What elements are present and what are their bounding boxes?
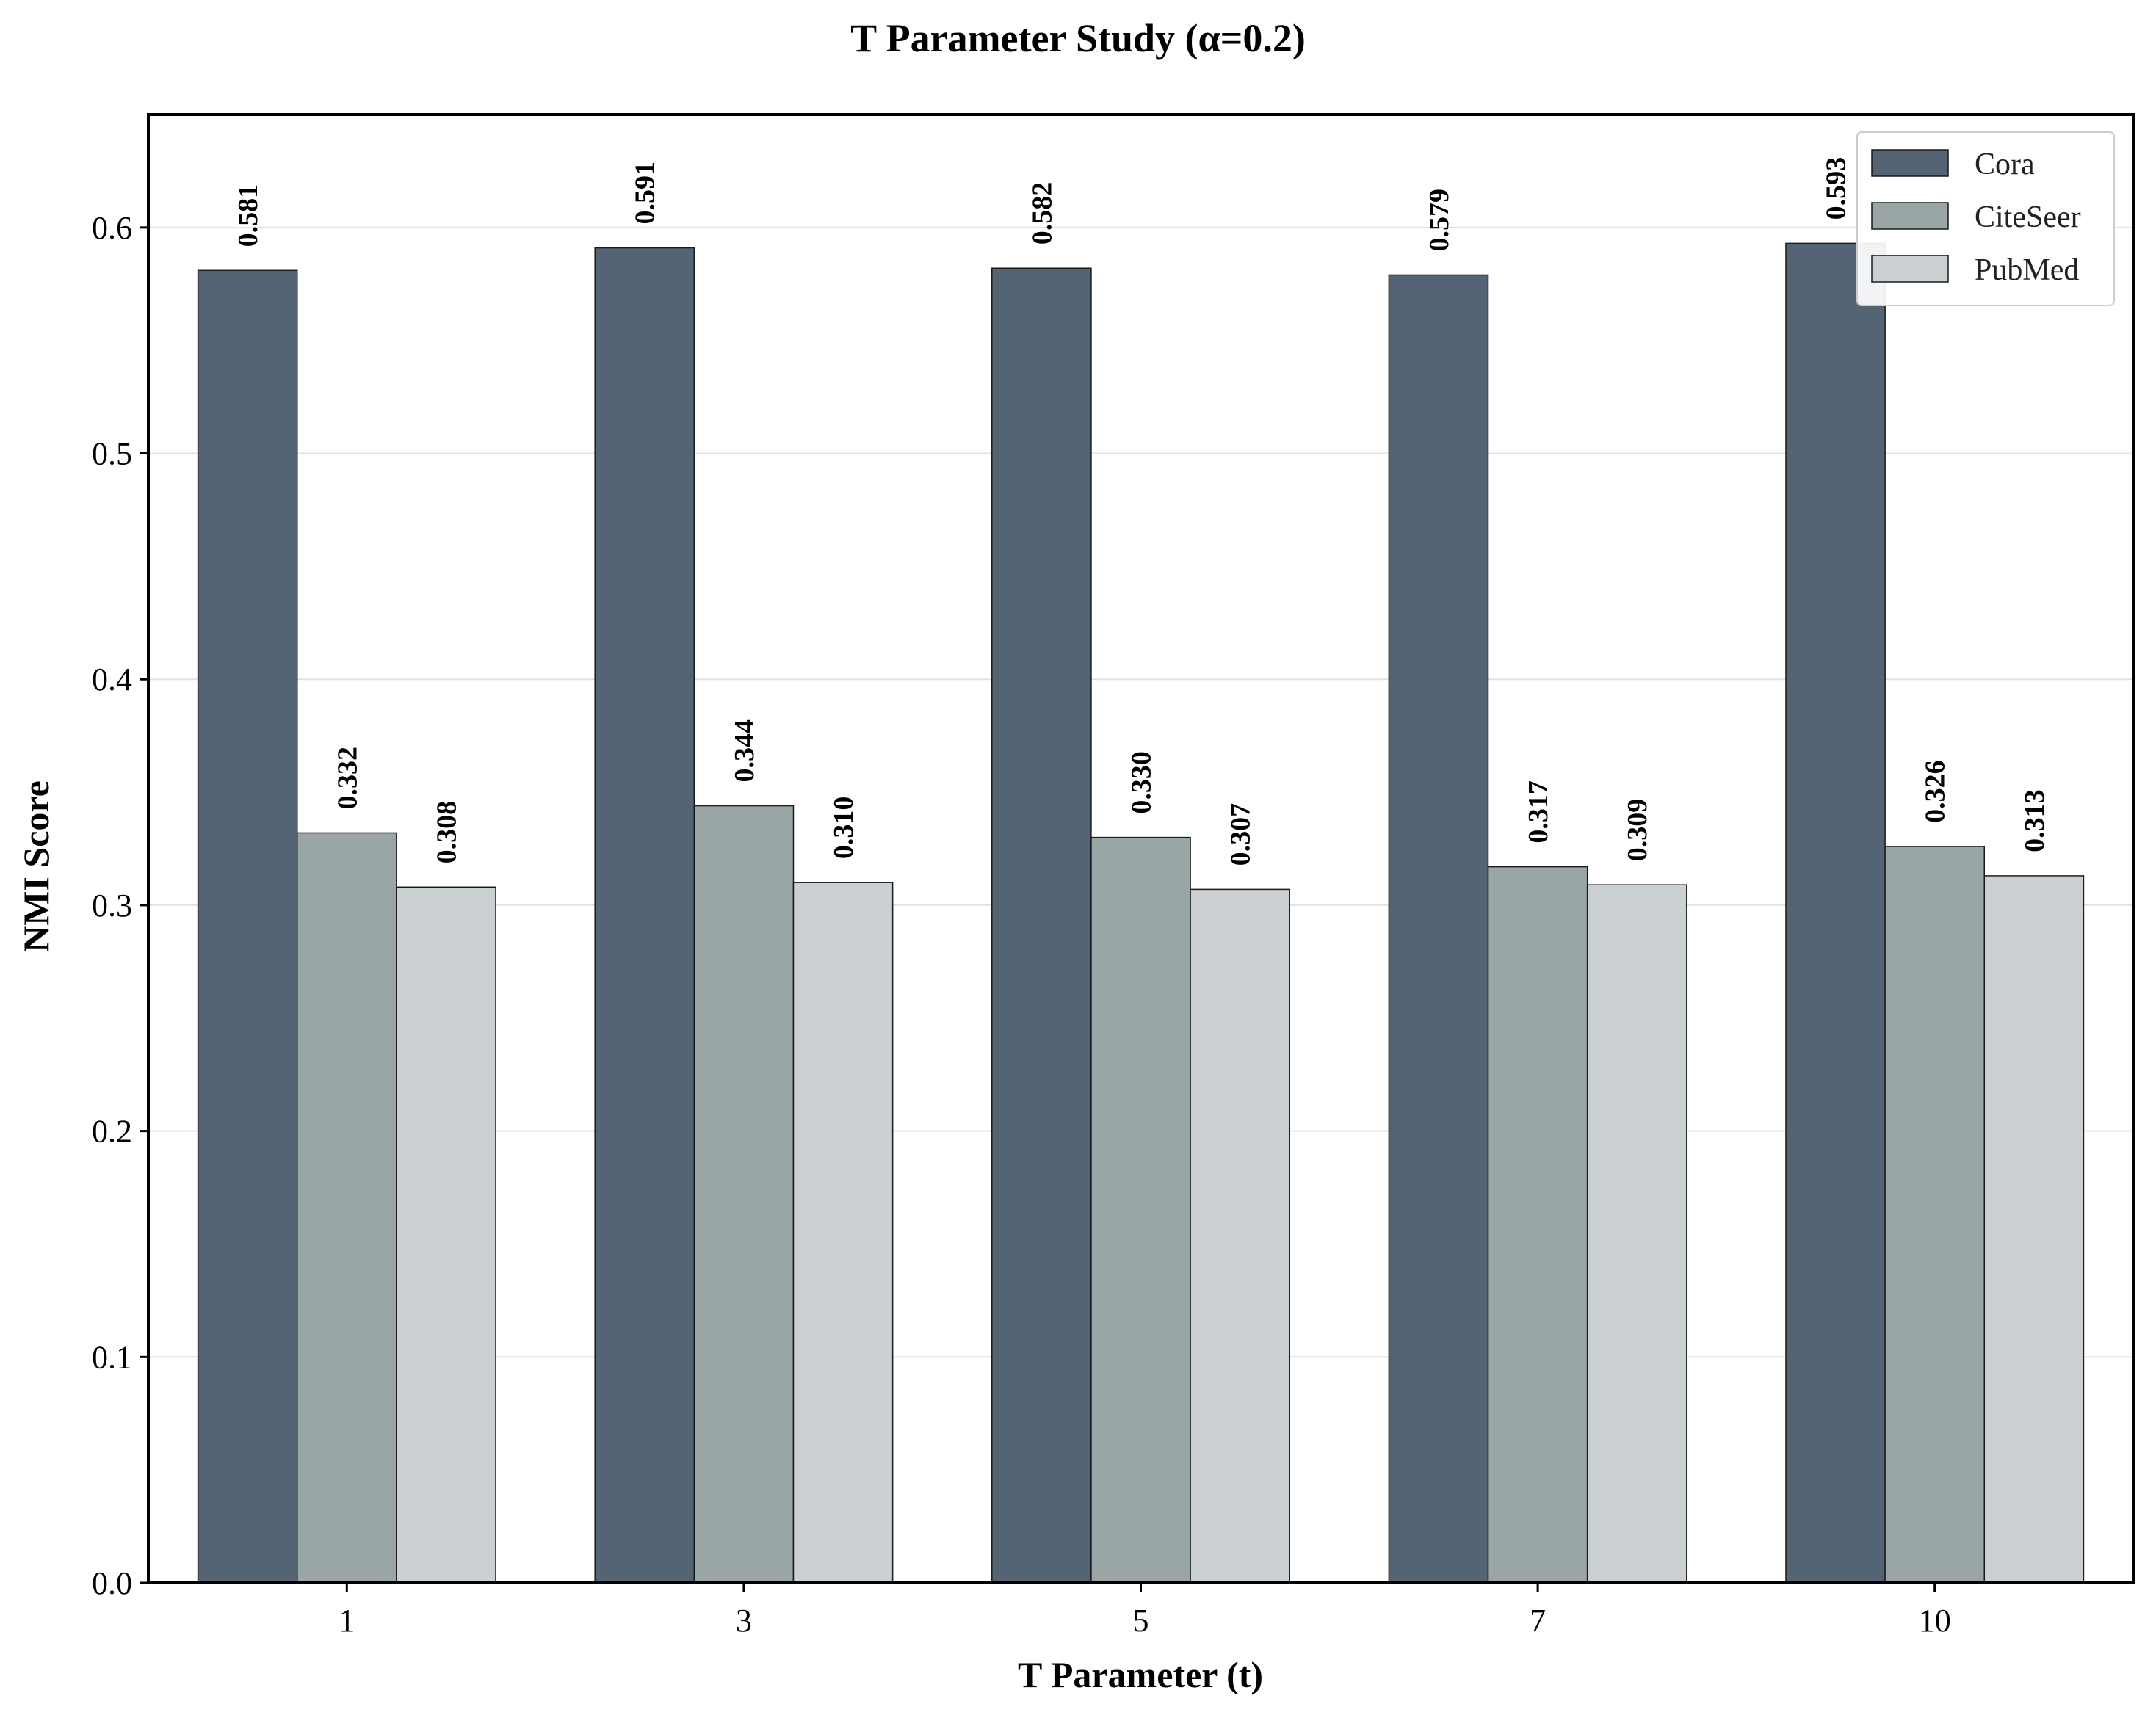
data-label: 0.310	[828, 797, 859, 860]
bar-cora	[991, 267, 1092, 1584]
data-label: 0.308	[431, 801, 462, 864]
bar-cora	[1785, 242, 1886, 1584]
y-tick-label: 0.2	[92, 1114, 132, 1150]
data-label: 0.332	[332, 747, 363, 810]
x-tick-label: 3	[736, 1603, 752, 1639]
y-tick-label: 0.6	[92, 210, 132, 246]
x-tick-label: 5	[1133, 1603, 1149, 1639]
data-label: 0.344	[729, 719, 760, 783]
bar-citeseer	[1884, 846, 1986, 1584]
data-label: 0.581	[233, 184, 264, 247]
legend-label: CiteSeer	[1975, 200, 2081, 234]
data-label: 0.317	[1523, 780, 1554, 844]
bars	[197, 242, 2085, 1584]
data-label: 0.582	[1027, 182, 1057, 245]
bar-citeseer	[1090, 836, 1191, 1584]
y-tick-label: 0.1	[92, 1339, 132, 1375]
y-tick-label: 0.3	[92, 888, 132, 924]
data-label: 0.313	[2019, 789, 2050, 852]
bar-pubmed	[1983, 875, 2085, 1584]
legend-swatch-pubmed	[1871, 255, 1949, 283]
y-tick-label: 0.4	[92, 661, 132, 697]
x-tick-label: 1	[339, 1603, 355, 1639]
x-tick-label: 10	[1919, 1603, 1951, 1639]
bar-pubmed	[1586, 884, 1687, 1584]
data-label: 0.579	[1424, 189, 1455, 252]
bar-cora	[594, 247, 695, 1584]
y-axis: 0.0 0.1 0.2 0.3 0.4 0.5 0.6	[92, 210, 148, 1601]
bar-pubmed	[396, 886, 496, 1584]
legend-swatch-citeseer	[1871, 202, 1949, 230]
bar-citeseer	[296, 832, 397, 1584]
data-label: 0.307	[1226, 803, 1256, 866]
legend-label: PubMed	[1975, 253, 2079, 287]
data-label: 0.591	[630, 162, 661, 225]
x-axis: 1 3 5 7 10	[339, 1583, 1951, 1639]
x-tick-label: 7	[1530, 1603, 1546, 1639]
bar-pubmed	[792, 882, 894, 1584]
data-label: 0.326	[1920, 760, 1951, 823]
bar-citeseer	[693, 805, 795, 1584]
bar-cora	[1388, 274, 1489, 1584]
data-label: 0.330	[1126, 751, 1157, 814]
legend: Cora CiteSeer PubMed	[1856, 131, 2115, 306]
bar-cora	[197, 269, 298, 1584]
legend-swatch-cora	[1871, 149, 1949, 177]
data-label: 0.593	[1821, 157, 1852, 220]
bar-pubmed	[1190, 888, 1290, 1584]
y-tick-label: 0.0	[92, 1565, 132, 1601]
data-labels: 0.581 0.332 0.308 0.591 0.344 0.310 0.582 0.330…	[233, 157, 2050, 866]
chart-title: T Parameter Study (α=0.2)	[850, 16, 1306, 60]
y-axis-label: NMI Score	[15, 780, 57, 952]
bar-citeseer	[1487, 866, 1588, 1584]
legend-label: Cora	[1975, 148, 2035, 181]
x-axis-label: T Parameter (t)	[1018, 1654, 1263, 1695]
data-label: 0.309	[1622, 799, 1653, 862]
y-tick-label: 0.5	[92, 436, 132, 472]
